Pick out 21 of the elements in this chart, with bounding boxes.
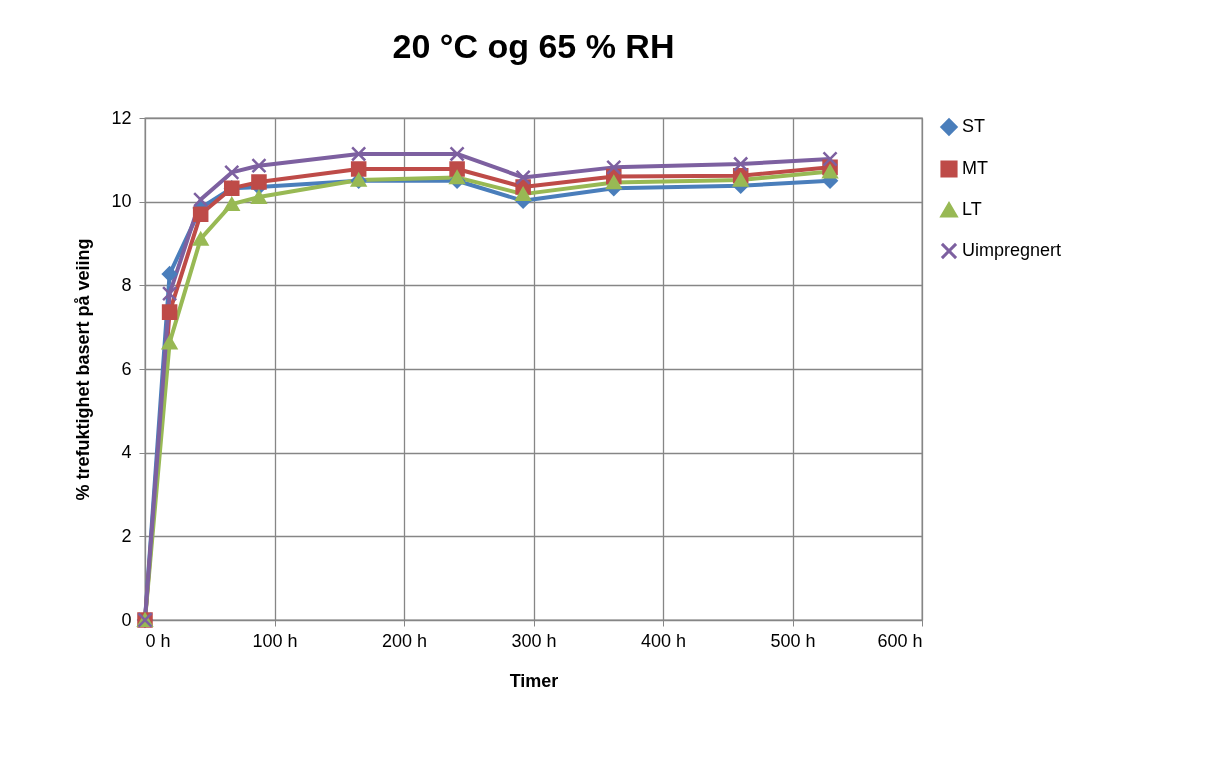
y-tick-label: 0: [121, 609, 132, 630]
legend-label: Uimpregnert: [962, 240, 1062, 260]
x-tick-label: 300 h: [511, 630, 557, 651]
y-tick-label: 6: [121, 358, 132, 379]
chart-title: 20 °C og 65 % RH: [392, 27, 675, 65]
x-tick-label: 100 h: [252, 630, 298, 651]
legend-label: LT: [962, 199, 982, 219]
x-tick-label: 0 h: [145, 630, 171, 651]
x-axis-title: Timer: [509, 670, 559, 691]
y-tick-label: 12: [111, 107, 132, 128]
legend-label: MT: [962, 158, 988, 178]
legend-label: ST: [962, 116, 986, 136]
y-axis-title: % trefuktighet basert på veiing: [73, 238, 94, 501]
y-tick-label: 8: [121, 274, 132, 295]
x-tick-label: 400 h: [640, 630, 687, 651]
x-tick-label: 500 h: [770, 630, 816, 651]
y-tick-label: 2: [121, 525, 132, 546]
y-tick-label: 4: [121, 442, 132, 463]
y-tick-label: 10: [111, 191, 132, 212]
x-tick-label: 600 h: [877, 630, 923, 651]
x-tick-label: 200 h: [381, 630, 428, 651]
